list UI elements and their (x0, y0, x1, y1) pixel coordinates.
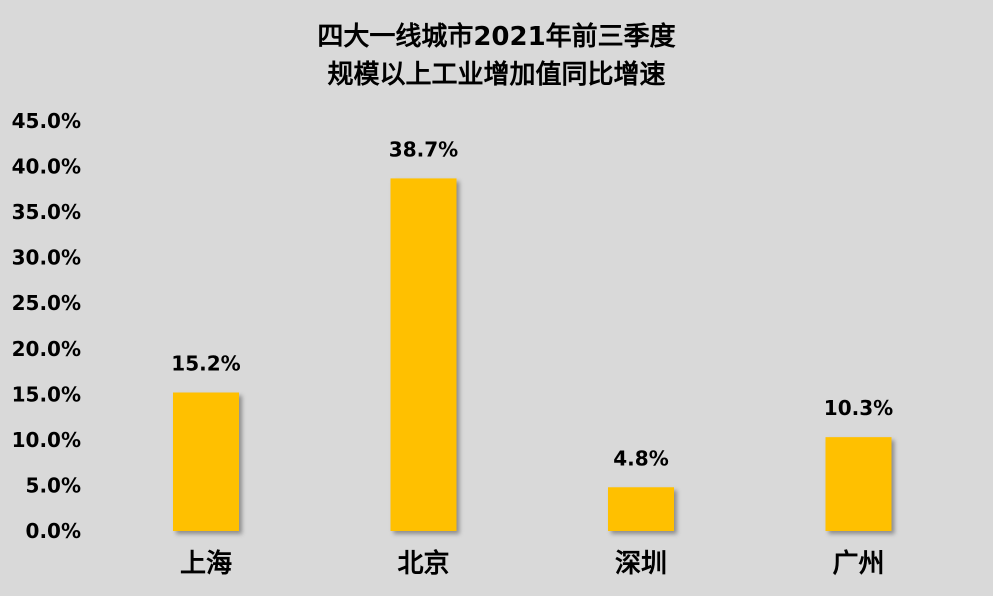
bar (825, 437, 892, 531)
y-tick-label: 25.0% (12, 291, 81, 315)
x-axis: 上海 北京 深圳 广州 (180, 548, 885, 579)
x-tick-label: 深圳 (615, 549, 667, 579)
bar (608, 487, 674, 531)
y-tick-label: 30.0% (12, 246, 81, 270)
bar (173, 392, 239, 531)
chart-title-line-1: 四大一线城市2021年前三季度 (317, 22, 676, 52)
y-tick-label: 15.0% (12, 382, 81, 406)
chart-title: 四大一线城市2021年前三季度 规模以上工业增加值同比增速 (0, 18, 993, 94)
y-tick-label: 45.0% (12, 109, 81, 133)
y-tick-label: 35.0% (12, 200, 81, 224)
chart-title-line-2: 规模以上工业增加值同比增速 (327, 60, 666, 90)
data-label: 38.7% (389, 137, 458, 161)
y-tick-label: 20.0% (12, 337, 81, 361)
y-tick-label: 10.0% (12, 428, 81, 452)
y-tick-label: 0.0% (26, 519, 81, 543)
value-labels: 15.2% 38.7% 4.8% 10.3% (171, 137, 893, 470)
y-tick-label: 5.0% (26, 473, 81, 497)
y-tick-label: 40.0% (12, 155, 81, 179)
data-label: 10.3% (824, 396, 893, 420)
x-tick-label: 北京 (397, 548, 449, 579)
data-label: 4.8% (613, 446, 668, 470)
bar-series (173, 178, 892, 531)
data-label: 15.2% (171, 352, 240, 376)
y-axis: 0.0% 5.0% 10.0% 15.0% 20.0% 25.0% 30.0% 35.0% 40… (12, 109, 81, 543)
x-tick-label: 上海 (180, 549, 232, 579)
x-tick-label: 广州 (832, 549, 884, 579)
bar (390, 178, 457, 531)
